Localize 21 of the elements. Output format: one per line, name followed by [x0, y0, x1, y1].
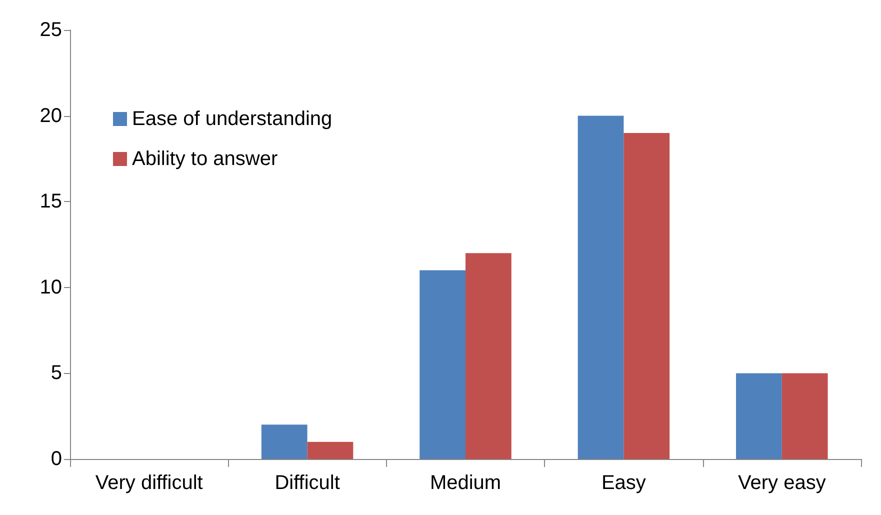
x-tick-label: Medium [430, 472, 502, 494]
bar [624, 132, 670, 459]
bar [578, 116, 624, 459]
x-tick-label: Very difficult [95, 472, 204, 494]
bar [261, 424, 308, 459]
bar [736, 373, 782, 459]
legend-label: Ease of understanding [132, 108, 332, 130]
y-tick-label: 25 [40, 19, 62, 41]
y-tick-label: 5 [50, 362, 62, 384]
x-tick-label: Easy [601, 472, 646, 494]
y-tick-label: 20 [40, 104, 62, 127]
bar [466, 253, 512, 459]
y-tick-label: 0 [50, 448, 62, 470]
bar [307, 442, 354, 459]
bar [420, 270, 466, 459]
x-tick-label: Difficult [274, 472, 340, 494]
x-tick-label: Very easy [738, 472, 826, 494]
y-tick-label: 10 [40, 276, 62, 298]
bar [782, 373, 828, 459]
legend-label: Ability to answer [132, 148, 278, 170]
y-tick-label: 15 [40, 190, 62, 213]
